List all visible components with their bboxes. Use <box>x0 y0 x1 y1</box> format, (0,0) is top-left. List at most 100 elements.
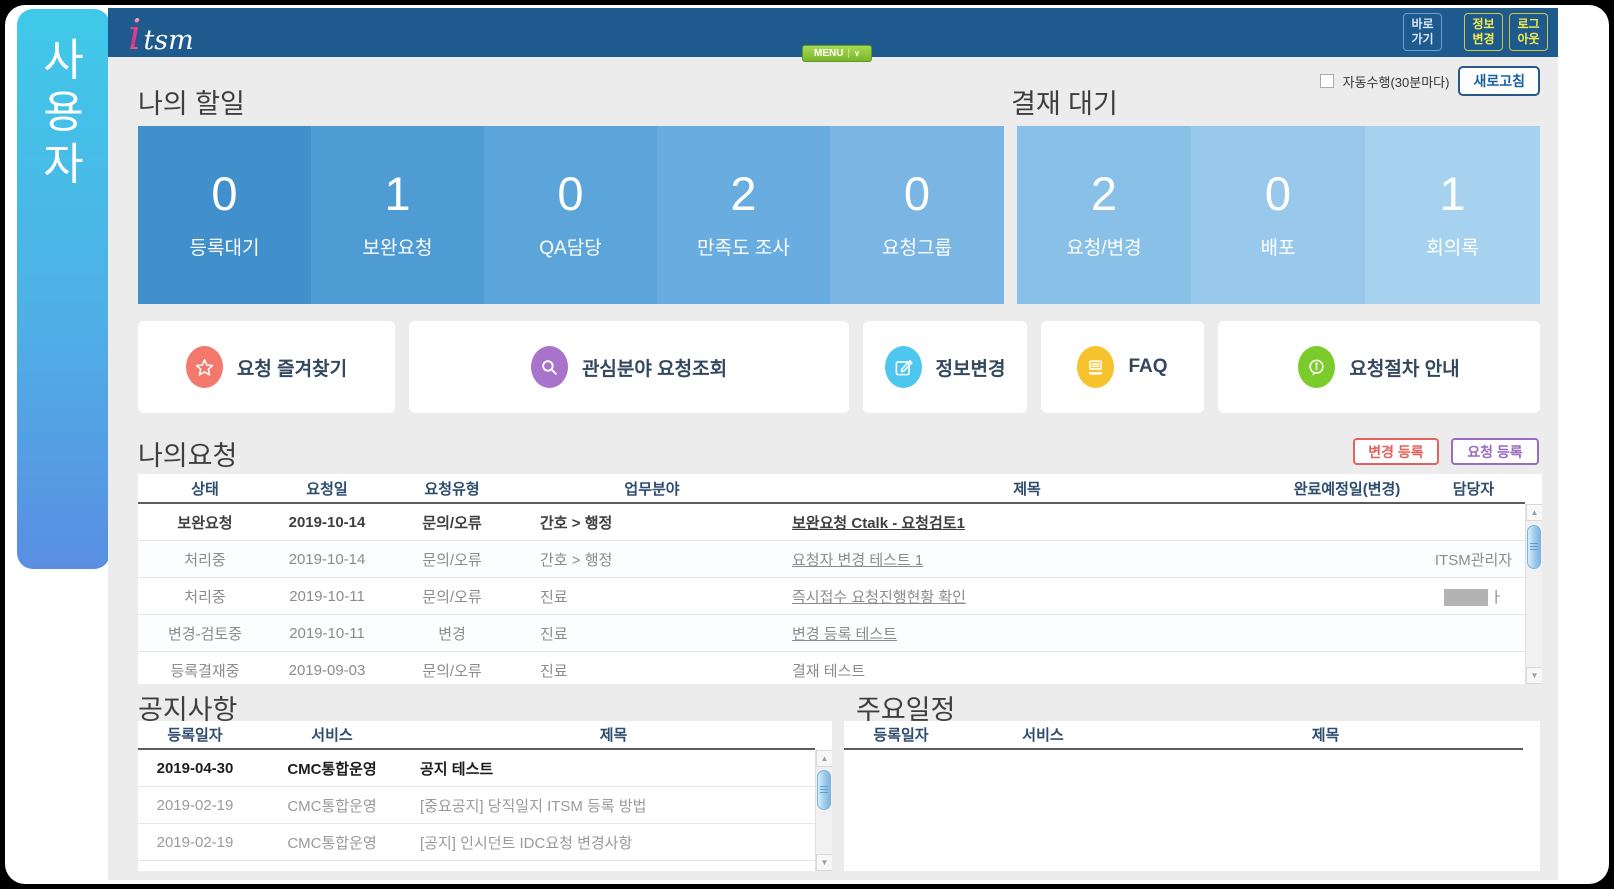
cell-date: 2019-10-11 <box>289 587 365 605</box>
cell-type: 문의/오류 <box>422 588 482 606</box>
change-info-button[interactable]: 정보 변경 <box>1464 13 1503 51</box>
stat-card-qa[interactable]: 0 QA담당 <box>484 126 657 304</box>
stat-card-minutes[interactable]: 1 회의록 <box>1365 126 1540 304</box>
stat-value: 1 <box>1439 167 1466 220</box>
chevron-down-icon: ∨ <box>854 49 860 58</box>
request-title-link[interactable]: 요청자 변경 테스트 1 <box>792 551 924 569</box>
column-header-title: 제목 <box>599 727 628 744</box>
cell-area: 진료 <box>540 662 568 680</box>
stat-card-deploy[interactable]: 0 배포 <box>1191 126 1365 304</box>
cell-service: CMC통합운영 <box>287 760 377 778</box>
auto-run-checkbox[interactable] <box>1319 74 1334 88</box>
refresh-button[interactable]: 새로고침 <box>1458 66 1540 96</box>
my-requests-table: 상태 요청일 요청유형 업무분야 제목 완료예정일(변경) 담당자 보완요청 2… <box>138 474 1542 684</box>
scrollbar-up-arrow[interactable]: ▲ <box>1526 504 1542 521</box>
request-title-link[interactable]: 변경 등록 테스트 <box>792 625 897 643</box>
notice-title-link[interactable]: [중요공지] 당직일지 ITSM 등록 방법 <box>420 797 647 815</box>
request-title-text[interactable]: 결재 테스트 <box>792 662 866 680</box>
quick-action-label: 요청절차 안내 <box>1349 358 1460 380</box>
request-favorites-button[interactable]: 요청 즐겨찾기 <box>138 321 395 413</box>
cell-area: 간호 > 행정 <box>540 551 613 569</box>
search-icon <box>530 346 568 388</box>
stat-label: 보완요청 <box>362 238 433 259</box>
cell-service: CMC통합운영 <box>287 797 377 815</box>
request-procedure-guide-button[interactable]: 요청절차 안내 <box>1218 321 1540 413</box>
scrollbar-up-arrow[interactable]: ▲ <box>816 750 832 767</box>
table-row[interactable]: 보완요청 2019-10-14 문의/오류 간호 > 행정 보완요청 Ctalk… <box>138 504 1525 541</box>
cell-status: 변경-검토중 <box>168 625 242 643</box>
notice-title-link[interactable]: 공지 테스트 <box>420 760 494 778</box>
requests-scrollbar[interactable]: ▲ ▼ <box>1525 504 1542 684</box>
interest-request-search-button[interactable]: 관심분야 요청조회 <box>409 321 849 413</box>
sidebar-tab-user[interactable]: 사 용 자 <box>17 9 110 569</box>
scrollbar-thumb[interactable] <box>1527 525 1541 569</box>
stat-label: 만족도 조사 <box>697 238 790 259</box>
stat-card-supplement-request[interactable]: 1 보완요청 <box>311 126 484 304</box>
table-header-row: 상태 요청일 요청유형 업무분야 제목 완료예정일(변경) 담당자 <box>138 474 1525 504</box>
stat-card-satisfaction[interactable]: 2 만족도 조사 <box>657 126 830 304</box>
info-change-button[interactable]: 정보변경 <box>863 321 1027 413</box>
cell-type: 문의/오류 <box>422 514 482 532</box>
notice-row[interactable]: 2019-04-30 CMC통합운영 공지 테스트 <box>138 750 815 787</box>
main-panel: itsm 바로 가기 정보 변경 로그 아웃 <box>108 8 1558 880</box>
todo-section-title: 나의 할일 <box>138 89 245 119</box>
stat-card-request-change[interactable]: 2 요청/변경 <box>1017 126 1191 304</box>
stat-label: QA담당 <box>539 238 602 259</box>
faq-button[interactable]: FAQ <box>1041 321 1204 413</box>
star-icon <box>185 346 223 388</box>
quick-action-label: FAQ <box>1128 356 1168 377</box>
notice-title-link[interactable]: [공지] 인시던트 IDC요청 변경사항 <box>420 834 633 852</box>
stat-card-request-group[interactable]: 0 요청그룹 <box>830 126 1004 304</box>
table-row[interactable]: 변경-검토중 2019-10-11 변경 진료 변경 등록 테스트 <box>138 615 1525 652</box>
table-row[interactable]: 처리중 2019-10-11 문의/오류 진료 즉시접수 요청진행현황 확인 ㅏ <box>138 578 1525 615</box>
notices-scrollbar[interactable]: ▲ ▼ <box>815 750 832 871</box>
cell-type: 문의/오류 <box>422 662 482 680</box>
side-tab-char: 사 <box>43 36 84 85</box>
table-row[interactable]: 등록결재중 2019-09-03 문의/오류 진료 결재 테스트 <box>138 652 1525 684</box>
cell-status: 처리중 <box>184 588 226 606</box>
cell-date: 2019-10-11 <box>289 624 365 642</box>
logout-button[interactable]: 로그 아웃 <box>1509 13 1548 51</box>
faq-laptop-icon <box>1077 346 1115 388</box>
cell-assignee: ㅏ <box>1422 586 1525 607</box>
request-register-button[interactable]: 요청 등록 <box>1451 438 1539 465</box>
cell-status: 보완요청 <box>177 514 233 532</box>
logo-letter-i: i <box>128 10 142 59</box>
stat-label: 요청그룹 <box>882 238 952 259</box>
cell-area: 진료 <box>540 588 568 606</box>
table-row[interactable]: 처리중 2019-10-14 문의/오류 간호 > 행정 요청자 변경 테스트 … <box>138 541 1525 578</box>
change-info-label-line1: 정보 <box>1472 17 1495 31</box>
logo-text: tsm <box>143 25 194 56</box>
request-title-link[interactable]: 보완요청 Ctalk - 요청검토1 <box>792 514 965 532</box>
scrollbar-down-arrow[interactable]: ▼ <box>816 854 832 871</box>
menu-dropdown-button[interactable]: MENU | ∨ <box>802 45 872 62</box>
notice-row[interactable]: 2019-02-19 CMC통합운영 [공지] 인시던트 IDC요청 변경사항 <box>138 824 815 861</box>
change-register-button[interactable]: 변경 등록 <box>1353 438 1439 465</box>
quick-actions-row: 요청 즐겨찾기 관심분야 요청조회 정보변경 <box>138 321 1540 413</box>
notices-header-row: 등록일자 서비스 제목 <box>138 721 815 750</box>
todo-cards: 0 등록대기 1 보완요청 0 QA담당 2 만족도 조사 0 요청그룹 <box>138 126 1004 304</box>
stat-value: 2 <box>1090 167 1118 220</box>
shortcut-label-line1: 바로 <box>1411 17 1434 31</box>
edit-icon <box>884 346 922 388</box>
stat-card-register-wait[interactable]: 0 등록대기 <box>138 126 311 304</box>
column-header-area: 업무분야 <box>624 480 680 498</box>
quick-action-label: 관심분야 요청조회 <box>581 358 728 380</box>
schedule-title: 주요일정 <box>856 695 956 725</box>
itsm-logo[interactable]: itsm <box>128 10 194 59</box>
column-header-reg-date: 등록일자 <box>167 727 223 744</box>
refresh-toolbar: 자동수행(30분마다) 새로고침 <box>1319 66 1540 96</box>
cell-type: 문의/오류 <box>422 551 482 569</box>
scrollbar-thumb[interactable] <box>817 770 831 810</box>
scrollbar-grip <box>1530 543 1538 551</box>
notices-table: 등록일자 서비스 제목 2019-04-30 CMC통합운영 공지 테스트 20… <box>138 721 832 871</box>
request-title-link[interactable]: 즉시접수 요청진행현황 확인 <box>792 588 966 606</box>
side-tab-char: 용 <box>43 87 84 137</box>
cell-date: 2019-09-03 <box>288 661 366 679</box>
approval-cards: 2 요청/변경 0 배포 1 회의록 <box>1017 126 1540 304</box>
scrollbar-down-arrow[interactable]: ▼ <box>1526 667 1542 684</box>
shortcut-button[interactable]: 바로 가기 <box>1403 13 1442 51</box>
approval-section-title: 결재 대기 <box>1011 89 1118 119</box>
cell-reg-date: 2019-02-19 <box>156 833 234 851</box>
notice-row[interactable]: 2019-02-19 CMC통합운영 [중요공지] 당직일지 ITSM 등록 방… <box>138 787 815 824</box>
